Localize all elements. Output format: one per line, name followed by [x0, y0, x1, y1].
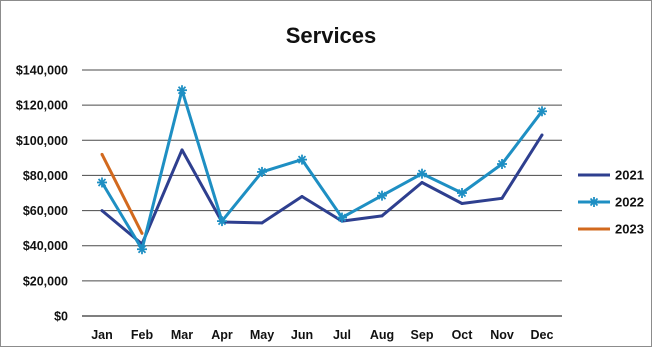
data-point-2022-dec — [537, 106, 547, 117]
data-point-2022-jun — [297, 154, 307, 165]
x-tick-label-aug: Aug — [370, 328, 394, 342]
y-tick-label: $120,000 — [16, 99, 68, 113]
legend-label-2021: 2021 — [615, 168, 644, 183]
y-axis-tick-labels: $0 $20,000 $40,000 $60,000 $80,000 $100,000 $1… — [16, 64, 68, 324]
x-tick-label-jun: Jun — [291, 328, 313, 342]
x-tick-label-dec: Dec — [531, 328, 554, 342]
series-2021 — [100, 133, 544, 246]
legend-marker-2022 — [589, 197, 599, 207]
data-series — [97, 85, 547, 255]
data-point-2021-mar — [180, 148, 184, 152]
data-point-2022-feb — [137, 244, 147, 255]
y-tick-label: $80,000 — [23, 169, 68, 183]
data-point-2022-mar — [177, 85, 187, 96]
data-point-2023-feb — [140, 231, 144, 235]
data-point-2021-jun — [300, 195, 304, 199]
data-point-2021-oct — [460, 202, 464, 206]
data-point-2021-dec — [540, 133, 544, 137]
x-tick-label-feb: Feb — [131, 328, 154, 342]
gridlines — [82, 69, 562, 317]
x-tick-label-oct: Oct — [452, 328, 474, 342]
y-tick-label: $140,000 — [16, 64, 68, 78]
series-2022 — [97, 85, 547, 255]
data-point-2022-jul — [337, 212, 347, 223]
chart-title: Services — [286, 23, 377, 48]
data-point-2022-oct — [457, 188, 467, 198]
legend-item-2022: 2022 — [578, 195, 644, 210]
x-tick-label-nov: Nov — [490, 328, 514, 342]
data-point-2023-jan — [100, 152, 104, 156]
x-tick-label-apr: Apr — [211, 328, 233, 342]
x-tick-label-jul: Jul — [333, 328, 351, 342]
y-tick-label: $40,000 — [23, 239, 68, 253]
data-point-2022-apr — [217, 216, 227, 227]
legend-item-2023: 2023 — [578, 222, 644, 237]
x-tick-label-may: May — [250, 328, 274, 342]
series-line-2022 — [100, 88, 544, 251]
data-point-2022-may — [257, 166, 267, 177]
x-tick-label-sep: Sep — [411, 328, 434, 342]
data-point-2021-aug — [380, 214, 384, 218]
data-point-2022-nov — [497, 159, 507, 170]
x-tick-label-jan: Jan — [91, 328, 113, 342]
legend-label-2023: 2023 — [615, 222, 644, 237]
data-point-2021-nov — [500, 196, 504, 200]
y-tick-label: $0 — [54, 310, 68, 324]
legend: 2021 2022 2023 — [578, 168, 644, 237]
y-tick-label: $60,000 — [23, 204, 68, 218]
y-tick-label: $20,000 — [23, 274, 68, 288]
x-axis-tick-labels: Jan Feb Mar Apr May Jun Jul Aug Sep Oct Nov Dec — [91, 328, 553, 342]
series-2023 — [100, 152, 144, 235]
x-tick-label-mar: Mar — [171, 328, 193, 342]
legend-item-2021: 2021 — [578, 168, 644, 183]
data-point-2021-jan — [100, 209, 104, 213]
series-line-2021 — [101, 134, 544, 246]
data-point-2022-aug — [377, 190, 387, 201]
data-point-2022-sep — [417, 168, 427, 179]
series-line-2023 — [100, 153, 144, 235]
legend-label-2022: 2022 — [615, 195, 644, 210]
data-point-2021-may — [260, 221, 264, 225]
data-point-2021-sep — [420, 180, 424, 184]
y-tick-label: $100,000 — [16, 134, 68, 148]
data-point-2022-jan — [97, 177, 107, 188]
